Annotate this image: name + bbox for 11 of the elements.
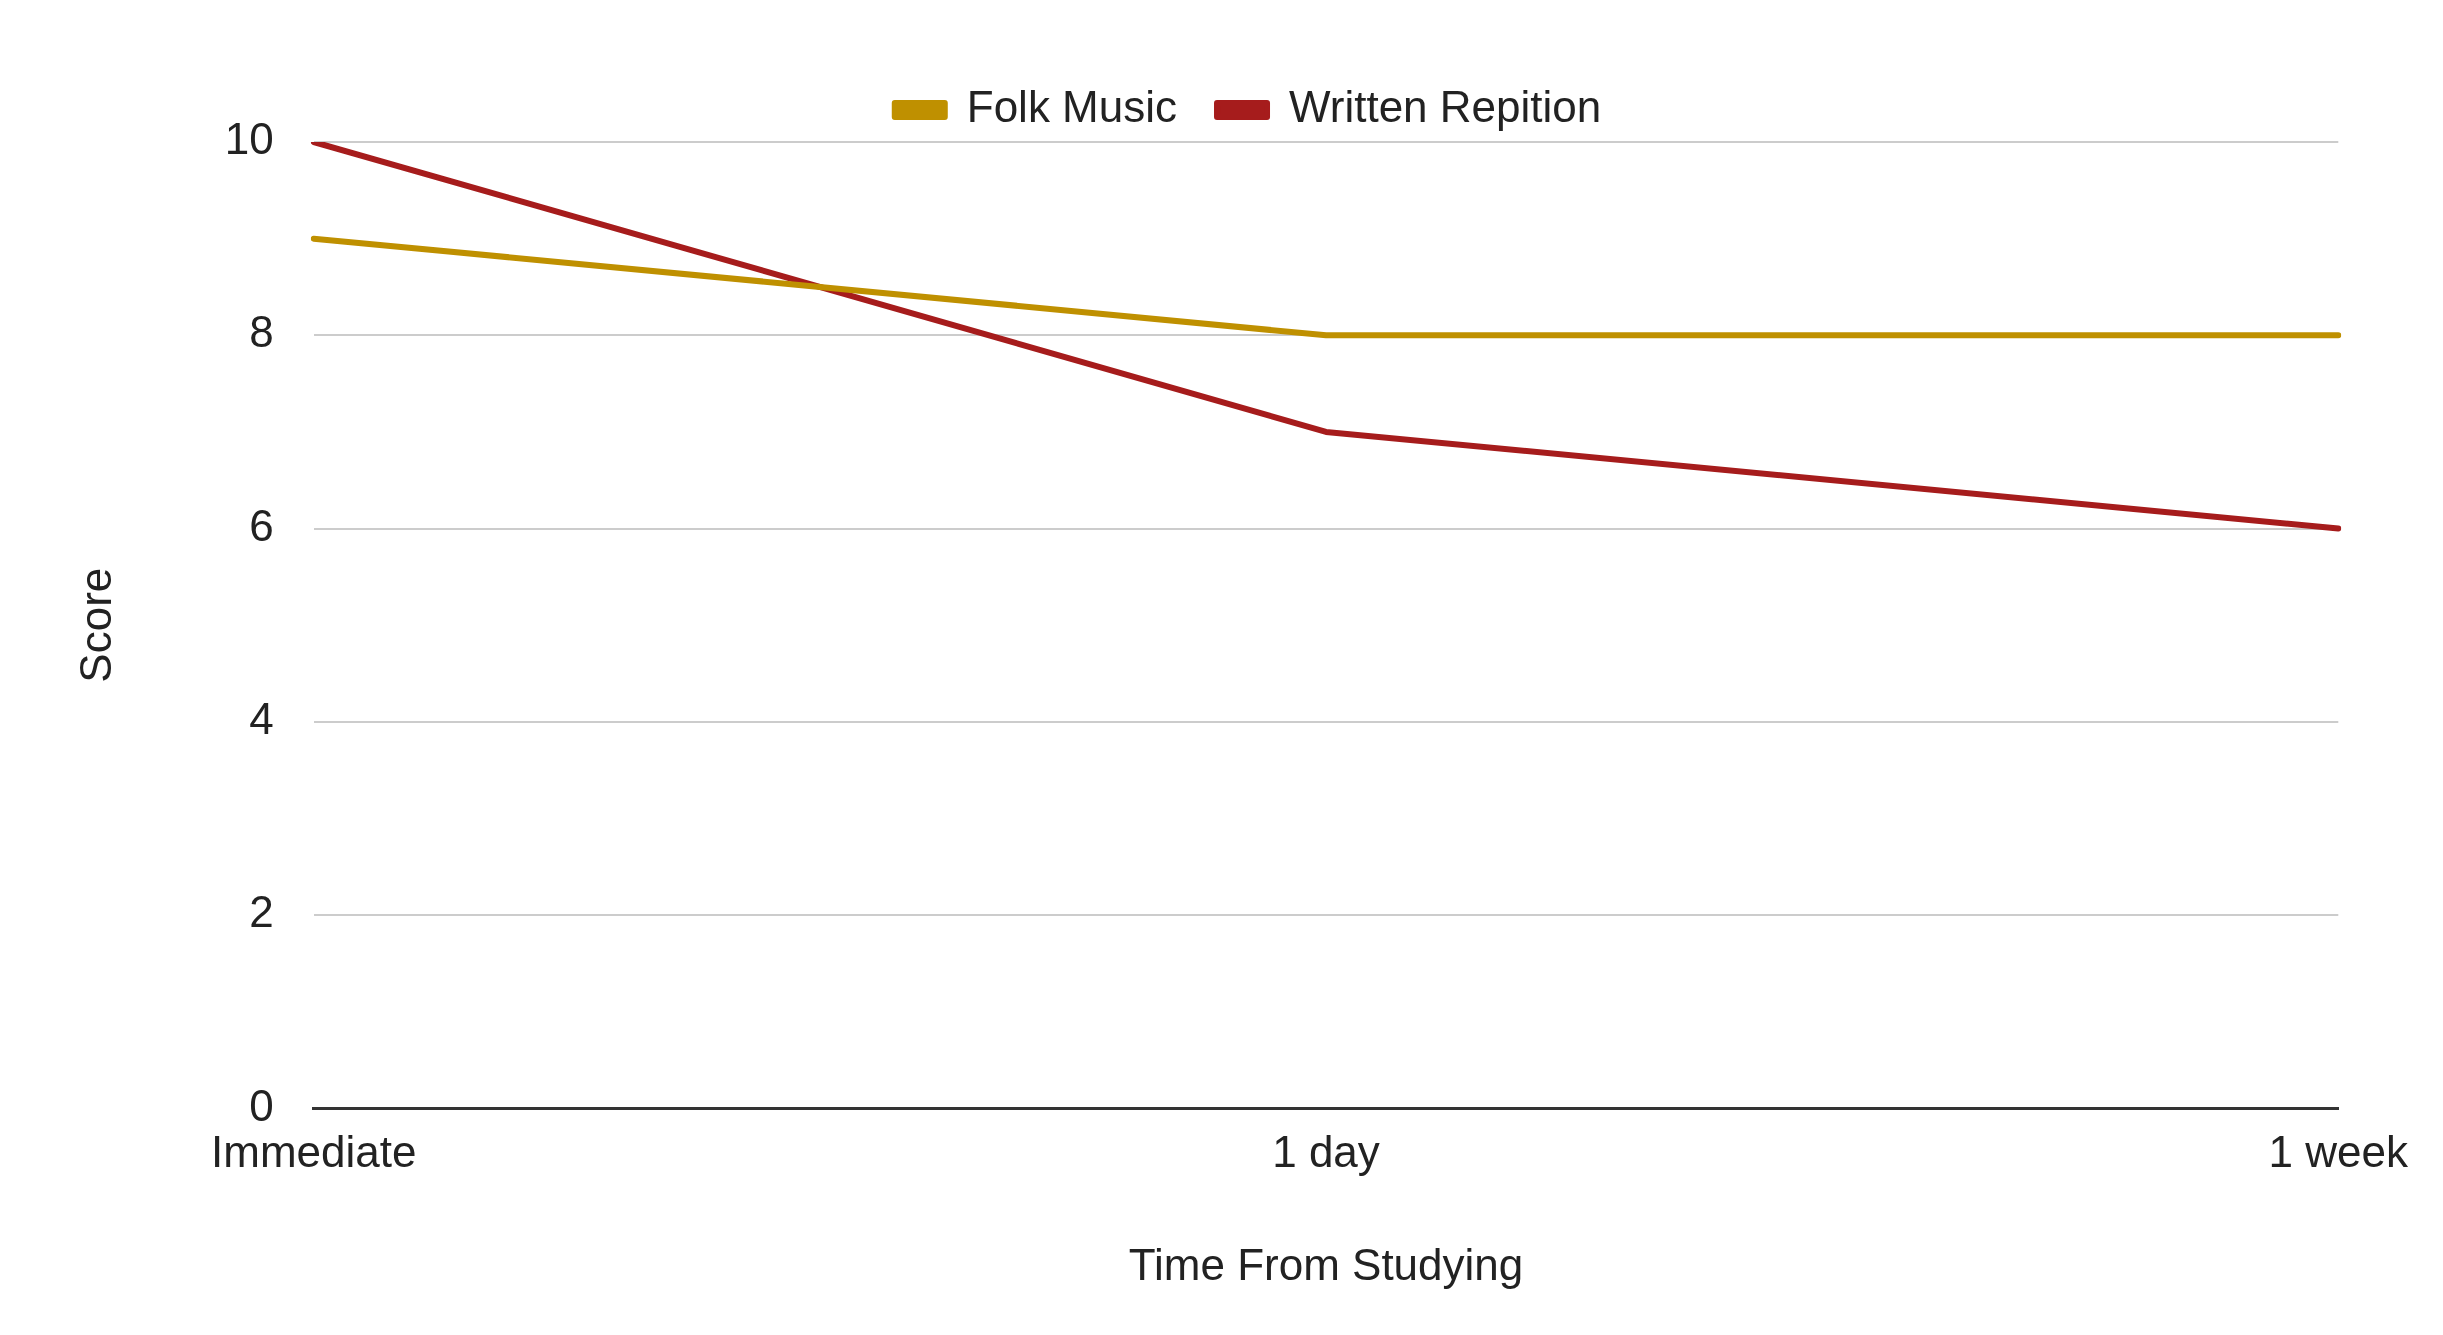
y-tick-label: 10 xyxy=(224,114,274,164)
y-axis-title: Score xyxy=(70,567,120,683)
x-tick-label: 1 week xyxy=(2268,1126,2409,1176)
legend-label: Folk Music xyxy=(966,82,1178,132)
legend-label: Written Repition xyxy=(1289,82,1602,132)
y-tick-label: 2 xyxy=(249,887,274,937)
y-tick-label: 4 xyxy=(249,693,274,743)
x-tick-label: 1 day xyxy=(1272,1126,1380,1176)
y-tick-label: 8 xyxy=(249,307,274,357)
y-tick-label: 6 xyxy=(249,500,274,550)
x-axis-title: Time From Studying xyxy=(1128,1239,1524,1289)
